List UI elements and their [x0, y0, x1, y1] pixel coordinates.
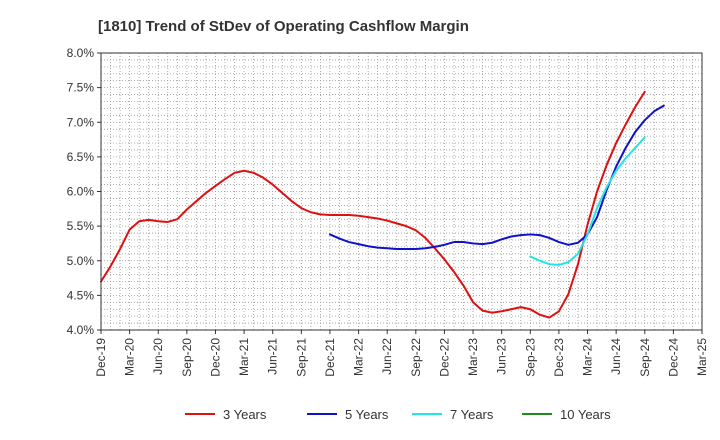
x-tick-label: Mar-23 — [466, 338, 480, 376]
series-line-7-years — [529, 136, 646, 266]
legend: 3 Years 5 Years 7 Years 10 Years — [185, 407, 611, 422]
x-tick-label: Dec-24 — [666, 338, 680, 377]
x-tick-label: Sep-24 — [638, 338, 652, 377]
x-tick-label: Jun-23 — [495, 338, 509, 375]
x-tick-label: Mar-21 — [237, 338, 251, 376]
y-tick-label: 4.5% — [67, 288, 95, 302]
x-tick-label: Jun-22 — [380, 338, 394, 375]
y-tick-label: 7.0% — [67, 115, 95, 129]
y-axis: 4.0% 4.5% 5.0% 5.5% 6.0% 6.5% 7.0% 7.5% 8.0% — [67, 46, 101, 337]
series-line-3-years — [100, 90, 646, 319]
x-tick-label: Mar-24 — [581, 338, 595, 376]
y-tick-label: 7.5% — [67, 81, 95, 95]
x-tick-label: Jun-20 — [151, 338, 165, 375]
x-tick-label: Jun-24 — [609, 338, 623, 375]
x-tick-label: Dec-21 — [323, 338, 337, 377]
x-tick-label: Dec-19 — [94, 338, 108, 377]
x-tick-label: Mar-20 — [123, 338, 137, 376]
grid — [101, 53, 702, 330]
x-tick-label: Sep-23 — [523, 338, 537, 377]
x-tick-label: Sep-21 — [294, 338, 308, 377]
y-tick-label: 8.0% — [67, 46, 95, 60]
x-tick-label: Sep-22 — [409, 338, 423, 377]
legend-label-5-years: 5 Years — [345, 407, 389, 422]
y-tick-label: 5.0% — [67, 254, 95, 268]
x-tick-label: Dec-22 — [437, 338, 451, 377]
legend-label-3-years: 3 Years — [223, 407, 267, 422]
chart-title: [1810] Trend of StDev of Operating Cashf… — [98, 18, 469, 35]
x-tick-label: Jun-21 — [266, 338, 280, 375]
plot-border — [100, 52, 703, 331]
x-axis: Dec-19 Mar-20 Jun-20 Sep-20 Dec-20 Mar-21 Jun-… — [94, 330, 709, 377]
x-tick-label: Dec-20 — [208, 338, 222, 377]
y-tick-label: 4.0% — [67, 323, 95, 337]
x-tick-label: Mar-25 — [695, 338, 709, 376]
y-tick-label: 5.5% — [67, 219, 95, 233]
x-tick-label: Dec-23 — [552, 338, 566, 377]
y-tick-label: 6.0% — [67, 185, 95, 199]
legend-label-10-years: 10 Years — [560, 407, 611, 422]
x-tick-label: Mar-22 — [352, 338, 366, 376]
series-lines — [100, 90, 665, 319]
x-tick-label: Sep-20 — [180, 338, 194, 377]
y-tick-label: 6.5% — [67, 150, 95, 164]
legend-label-7-years: 7 Years — [450, 407, 494, 422]
